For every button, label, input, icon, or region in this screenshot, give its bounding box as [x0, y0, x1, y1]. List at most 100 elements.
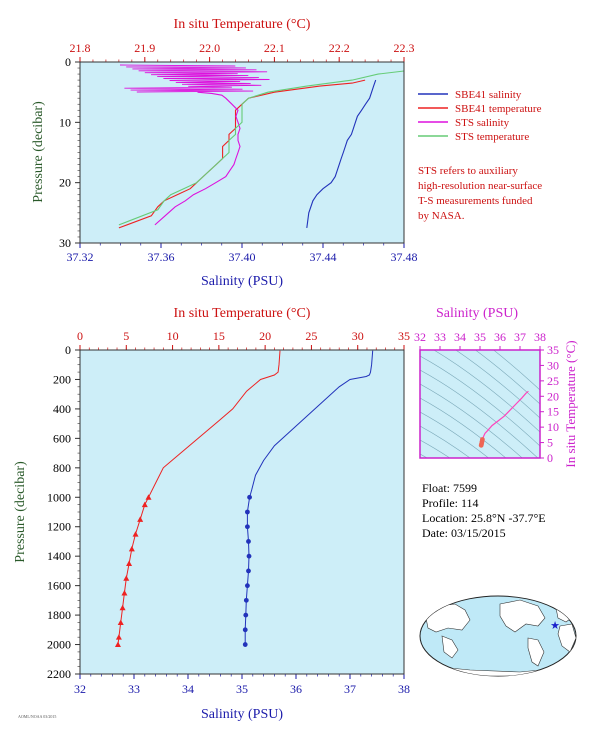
density-contour [493, 350, 540, 391]
temperature-sample-marker [132, 531, 139, 537]
ts-salinity-ticks: 32 33 34 35 36 37 38 [414, 330, 546, 350]
near-surface-salinity-ticks: 37.32 37.36 37.40 37.44 37.48 [67, 243, 418, 264]
bottom-pressure-tick-label: 1200 [47, 520, 71, 534]
full-profile-pressure-ticks: 0 200 400 600 800 1000 1200 1400 1600 1800 2000 220… [47, 343, 80, 681]
top-pressure-tick-label: 30 [59, 236, 71, 250]
ts-salinity-tick-label: 33 [434, 330, 446, 344]
density-contour [420, 411, 490, 458]
top-salinity-tick-label: 37.36 [148, 250, 175, 264]
ts-deep-sample-marker [478, 442, 484, 448]
top-temperature-tick-label: 22.1 [264, 41, 285, 55]
density-contour [420, 439, 451, 458]
footer-credit: AOML/NOAA 03/2015 [18, 714, 56, 719]
density-contour [420, 397, 507, 458]
temperature-sample-marker [115, 634, 122, 640]
legend-label-2: SBE41 temperature [455, 103, 542, 115]
density-contour [474, 350, 540, 405]
ts-density-contours [420, 350, 540, 458]
temperature-sample-marker [128, 545, 135, 552]
ts-salinity-tick-label: 32 [414, 330, 426, 344]
continent-south-america [527, 637, 545, 667]
full-profile-temperature-axis-title: In situ Temperature (°C) [174, 306, 311, 321]
bottom-pressure-tick-label: 400 [53, 402, 71, 416]
world-locator-map: ★ [419, 595, 577, 677]
bottom-temperature-tick-label: 20 [259, 329, 271, 343]
bottom-pressure-tick-label: 1000 [47, 490, 71, 504]
float-info: Float: 7599 Profile: 114 Location: 25.8°… [422, 481, 546, 540]
bottom-temperature-tick-label: 0 [77, 329, 83, 343]
ts-curve [478, 390, 529, 448]
bottom-salinity-tick-label: 35 [236, 682, 248, 696]
legend-label-4: STS temperature [455, 131, 529, 143]
top-salinity-tick-label: 37.40 [229, 250, 256, 264]
top-salinity-tick-label: 37.44 [310, 250, 337, 264]
density-contour [420, 355, 540, 447]
bottom-salinity-tick-label: 34 [182, 682, 194, 696]
density-contour [420, 425, 471, 458]
temperature-sample-marker [119, 604, 126, 611]
bottom-pressure-tick-label: 600 [53, 431, 71, 445]
salinity-sample-marker [243, 612, 249, 618]
legend-label-1: SBE41 salinity [455, 89, 522, 101]
bottom-salinity-tick-label: 37 [344, 682, 356, 696]
near-surface-series [118, 64, 405, 229]
profile-number: Profile: 114 [422, 496, 479, 510]
top-pressure-tick-label: 0 [65, 55, 71, 69]
legend-label-3: STS salinity [455, 117, 510, 129]
salinity-sample-marker [242, 642, 248, 647]
salinity-sample-marker [246, 539, 251, 544]
bottom-temperature-tick-label: 15 [213, 329, 225, 343]
ts-temperature-tick-label: 35 [547, 343, 559, 357]
bottom-pressure-tick-label: 1800 [47, 608, 71, 622]
bottom-salinity-tick-label: 32 [74, 682, 86, 696]
ts-salinity-tick-label: 34 [454, 330, 466, 344]
salinity-sample-marker [247, 494, 252, 500]
bottom-temperature-tick-label: 25 [305, 329, 317, 343]
density-contour [433, 350, 540, 433]
bottom-pressure-tick-label: 2000 [47, 638, 71, 652]
float-location: Location: 25.8°N -37.7°E [422, 511, 546, 525]
full-profile-series [114, 350, 374, 648]
near-surface-temperature-ticks: 21.8 21.9 22.0 22.1 22.2 22.3 [70, 41, 415, 62]
density-contour [420, 369, 539, 458]
near-surface-plot-frame [79, 61, 405, 244]
full-profile-pressure-axis-title: Pressure (decibar) [13, 461, 28, 563]
temperature-sample-marker [123, 575, 130, 581]
near-surface-chart: In situ Temperature (°C) 21.8 21.9 22.0 22.… [31, 17, 418, 289]
temperature-sample-marker [117, 619, 124, 625]
bottom-temperature-tick-label: 35 [398, 329, 410, 343]
bottom-salinity-tick-label: 36 [290, 682, 302, 696]
ts-salinity-tick-label: 35 [474, 330, 486, 344]
ts-temperature-tick-label: 5 [547, 436, 553, 450]
ts-temperature-tick-label: 10 [547, 420, 559, 434]
sts-note: STS refers to auxiliary high-resolution … [418, 165, 542, 222]
top-temperature-tick-label: 21.9 [134, 41, 155, 55]
salinity-sample-marker [245, 509, 250, 515]
bottom-temperature-tick-label: 30 [352, 329, 364, 343]
sts-note-line-4: by NASA. [418, 210, 465, 222]
bottom-pressure-tick-label: 800 [53, 461, 71, 475]
bottom-salinity-tick-label: 33 [128, 682, 140, 696]
bottom-temperature-tick-label: 5 [123, 329, 129, 343]
top-temperature-tick-label: 21.8 [70, 41, 91, 55]
top-pressure-tick-label: 10 [59, 115, 71, 129]
ts-temperature-tick-label: 30 [547, 358, 559, 372]
ts-temperature-tick-label: 20 [547, 389, 559, 403]
ts-salinity-tick-label: 37 [514, 330, 526, 344]
full-profile-salinity-axis-title: Salinity (PSU) [201, 707, 283, 722]
salinity-sample-marker [245, 524, 250, 530]
near-surface-series-line-1 [306, 79, 377, 228]
near-surface-temperature-axis-title: In situ Temperature (°C) [174, 17, 311, 32]
near-surface-pressure-axis-title: Pressure (decibar) [31, 101, 46, 203]
temperature-sample-marker [121, 590, 128, 596]
bottom-pressure-tick-label: 1600 [47, 579, 71, 593]
top-temperature-tick-label: 22.2 [329, 41, 350, 55]
ts-temperature-axis-title: In situ Temperature (°C) [563, 340, 578, 467]
near-surface-sts-oscillation [119, 64, 270, 93]
near-surface-legend: SBE41 salinity SBE41 temperature STS salin… [418, 89, 542, 143]
full-profile-salinity-ticks: 32 33 34 35 36 37 38 [74, 674, 410, 696]
ts-plot-frame [419, 349, 541, 459]
